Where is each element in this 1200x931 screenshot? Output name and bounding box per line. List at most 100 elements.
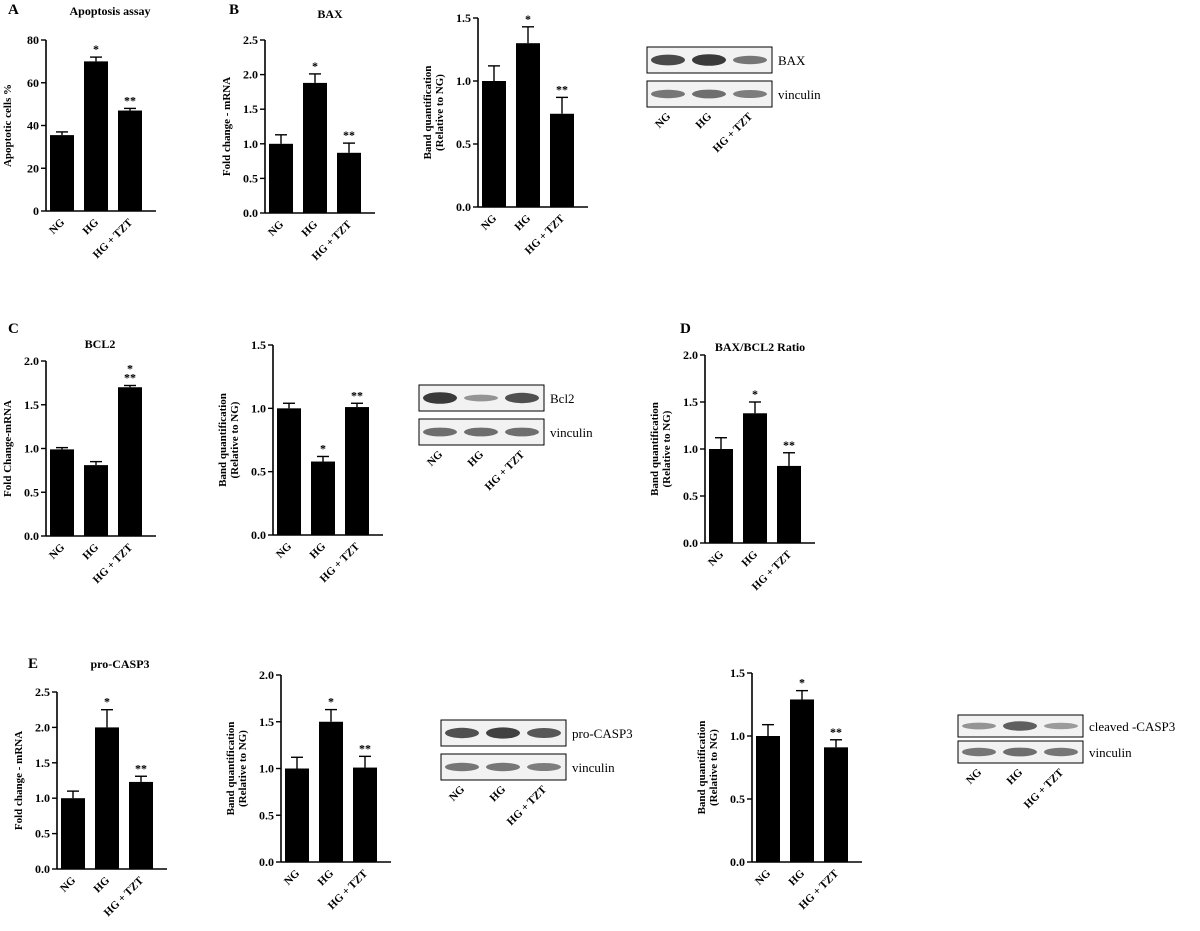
- bar: [550, 113, 574, 207]
- blot-lane-label: HG + TZT: [483, 448, 528, 493]
- blot-band: [445, 727, 479, 739]
- blot-band: [464, 427, 498, 437]
- y-tick-label: 1.0: [243, 137, 258, 151]
- category-label: NG: [274, 540, 294, 560]
- y-axis-label: Band quantification: [225, 722, 237, 816]
- blot-band: [651, 54, 685, 66]
- y-tick-label: 0.5: [24, 485, 39, 499]
- panel-letter-a: A: [8, 2, 19, 18]
- significance-mark: **: [124, 371, 136, 385]
- blot-lane-label: HG: [1005, 766, 1026, 787]
- blot-band: [423, 392, 457, 404]
- significance-mark: **: [124, 93, 136, 107]
- y-tick-label: 0.5: [35, 827, 50, 841]
- y-tick-label: 1.0: [259, 762, 274, 776]
- panel-letter-c: C: [8, 321, 19, 337]
- y-tick-label: 1.5: [683, 395, 698, 409]
- y-tick-label: 1.5: [730, 666, 745, 680]
- chart-9: 0.0 0.5 1.0 1.5 Band quantification (Relative…: [696, 666, 862, 912]
- y-tick-label: 1.0: [683, 442, 698, 456]
- y-tick-label: 0.0: [730, 855, 745, 869]
- y-tick-label: 1.0: [35, 791, 50, 805]
- significance-mark: *: [104, 695, 110, 709]
- blot-band: [692, 89, 726, 99]
- bar: [118, 110, 142, 211]
- bar: [50, 135, 74, 211]
- blot-band: [486, 727, 520, 739]
- category-label: HG: [81, 541, 102, 562]
- blot-lane-label: HG: [488, 783, 509, 804]
- significance-mark: **: [783, 438, 795, 452]
- panel-letter-b: B: [229, 2, 239, 18]
- blot-band: [962, 722, 996, 730]
- bar: [311, 461, 335, 535]
- y-tick-label: 0.0: [683, 536, 698, 550]
- y-tick-label: 1.5: [259, 715, 274, 729]
- blot-band: [505, 427, 539, 437]
- significance-mark: **: [359, 741, 371, 755]
- blot-lane-label: HG + TZT: [711, 110, 756, 155]
- category-label: HG: [513, 212, 534, 233]
- bar: [756, 736, 780, 862]
- chart-8: 0.0 0.5 1.0 1.5 2.0 Band quantification (Relat…: [225, 668, 391, 912]
- significance-mark: *: [525, 12, 531, 26]
- blot-label: pro-CASP3: [572, 726, 633, 741]
- bar: [61, 798, 85, 869]
- blot-band: [486, 762, 520, 772]
- category-label: HG: [740, 548, 761, 569]
- blot-label: vinculin: [572, 760, 615, 775]
- blot-band: [527, 728, 561, 738]
- blot-label: vinculin: [550, 425, 593, 440]
- y-tick-label: 40: [27, 119, 39, 133]
- chart-6: 0.0 0.5 1.0 1.5 2.0 Band quantification (Relat…: [649, 340, 815, 593]
- y-tick-label: 0.0: [243, 206, 258, 220]
- y-tick-label: 0.0: [35, 862, 50, 876]
- blot-band: [733, 90, 767, 98]
- significance-mark: *: [799, 676, 805, 690]
- bar: [319, 721, 343, 862]
- category-label: NG: [753, 867, 773, 887]
- chart-title: pro-CASP3: [90, 657, 149, 671]
- bar: [345, 407, 369, 535]
- bar: [824, 747, 848, 862]
- y-tick-label: 0.0: [456, 200, 471, 214]
- bar: [353, 767, 377, 862]
- blot-lane-label: HG + TZT: [505, 783, 550, 828]
- chart-title: BCL2: [85, 337, 116, 351]
- y-axis-label: Band quantification: [422, 66, 434, 160]
- blot-band: [423, 427, 457, 437]
- bar: [303, 82, 327, 214]
- y-axis-label-line2: (Relative to NG): [229, 401, 241, 478]
- y-axis-label-line2: (Relative to NG): [661, 410, 673, 487]
- y-axis-label: Apoptotic cells %: [2, 84, 14, 167]
- y-tick-label: 1.5: [24, 398, 39, 412]
- bar: [50, 449, 74, 536]
- significance-mark: **: [351, 388, 363, 402]
- y-tick-label: 2.5: [243, 33, 258, 47]
- y-axis-label: Band quantification: [649, 402, 661, 496]
- y-axis-label-line2: (Relative to NG): [708, 729, 720, 806]
- blot-label: BAX: [778, 53, 806, 68]
- y-axis-label: Fold Change-mRNA: [2, 400, 14, 497]
- blot-band: [445, 762, 479, 772]
- category-label: NG: [47, 216, 67, 236]
- y-tick-label: 1.5: [251, 338, 266, 352]
- y-tick-label: 0.5: [683, 489, 698, 503]
- y-tick-label: 0: [33, 204, 39, 218]
- blot-lane-label: NG: [425, 448, 445, 468]
- significance-mark: **: [135, 761, 147, 775]
- blot-band: [962, 747, 996, 757]
- chart-3: 0.0 0.5 1.0 1.5 Band quantification (Relative…: [422, 11, 588, 257]
- y-axis-label: Band quantification: [217, 393, 229, 487]
- category-label: HG: [308, 540, 329, 561]
- y-tick-label: 0.5: [456, 137, 471, 151]
- significance-mark: *: [328, 695, 334, 709]
- blot-label: vinculin: [1089, 745, 1132, 760]
- significance-mark: *: [320, 441, 326, 455]
- category-label: NG: [706, 548, 726, 568]
- blot-lane-label: NG: [653, 110, 673, 130]
- category-label: HG: [316, 867, 337, 888]
